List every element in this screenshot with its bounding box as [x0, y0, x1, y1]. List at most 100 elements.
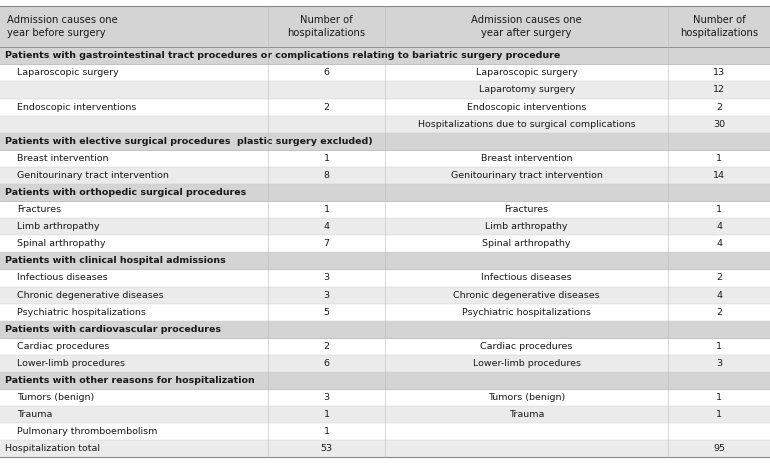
Text: Endoscopic interventions: Endoscopic interventions	[467, 102, 587, 112]
Bar	[0, 167, 770, 184]
Text: Fractures: Fractures	[504, 205, 549, 214]
Text: 5: 5	[323, 307, 330, 317]
Bar	[0, 184, 770, 201]
Text: 4: 4	[716, 222, 722, 231]
Bar	[0, 81, 770, 99]
Text: Laparotomy surgery: Laparotomy surgery	[478, 86, 574, 94]
Text: 6: 6	[323, 359, 330, 368]
Text: 2: 2	[716, 307, 722, 317]
Bar	[0, 99, 770, 116]
Text: 1: 1	[323, 154, 330, 163]
Text: Patients with gastrointestinal tract procedures or complications relating to bar: Patients with gastrointestinal tract pro…	[5, 51, 561, 60]
Text: Cardiac procedures: Cardiac procedures	[17, 342, 109, 351]
Text: Endoscopic interventions: Endoscopic interventions	[17, 102, 136, 112]
Text: Infectious diseases: Infectious diseases	[481, 274, 572, 282]
Text: Patients with clinical hospital admissions: Patients with clinical hospital admissio…	[5, 257, 226, 265]
Text: 3: 3	[323, 393, 330, 402]
Text: 1: 1	[716, 154, 722, 163]
Bar	[0, 304, 770, 321]
Text: Hospitalization total: Hospitalization total	[5, 444, 100, 453]
Text: 2: 2	[323, 342, 330, 351]
Text: 2: 2	[323, 102, 330, 112]
Text: Number of
hospitalizations: Number of hospitalizations	[680, 15, 758, 38]
Text: Psychiatric hospitalizations: Psychiatric hospitalizations	[17, 307, 146, 317]
Text: Lower-limb procedures: Lower-limb procedures	[17, 359, 125, 368]
Text: 1: 1	[323, 410, 330, 419]
Text: Spinal arthropathy: Spinal arthropathy	[483, 239, 571, 248]
Text: Lower-limb procedures: Lower-limb procedures	[473, 359, 581, 368]
Text: Chronic degenerative diseases: Chronic degenerative diseases	[454, 291, 600, 300]
Text: Admission causes one
year after surgery: Admission causes one year after surgery	[471, 15, 582, 38]
Bar	[0, 47, 770, 64]
Text: 3: 3	[716, 359, 722, 368]
Text: Psychiatric hospitalizations: Psychiatric hospitalizations	[462, 307, 591, 317]
Text: 1: 1	[323, 427, 330, 436]
Text: Tumors (benign): Tumors (benign)	[17, 393, 94, 402]
Text: 3: 3	[323, 291, 330, 300]
Text: Spinal arthropathy: Spinal arthropathy	[17, 239, 105, 248]
Bar	[0, 440, 770, 457]
Text: 1: 1	[716, 342, 722, 351]
Text: 3: 3	[323, 274, 330, 282]
Text: 7: 7	[323, 239, 330, 248]
Bar	[0, 355, 770, 372]
Text: Tumors (benign): Tumors (benign)	[488, 393, 565, 402]
Text: 12: 12	[713, 86, 725, 94]
Bar	[0, 133, 770, 150]
Text: Trauma: Trauma	[509, 410, 544, 419]
Text: 2: 2	[716, 274, 722, 282]
Bar	[0, 64, 770, 81]
Text: Patients with elective surgical procedures  plastic surgery excluded): Patients with elective surgical procedur…	[5, 137, 373, 146]
Text: Cardiac procedures: Cardiac procedures	[480, 342, 573, 351]
Bar	[0, 372, 770, 389]
Text: Breast intervention: Breast intervention	[481, 154, 572, 163]
Bar	[0, 252, 770, 269]
Text: 1: 1	[716, 393, 722, 402]
Text: 14: 14	[713, 171, 725, 180]
Text: 2: 2	[716, 102, 722, 112]
Text: Limb arthropathy: Limb arthropathy	[17, 222, 99, 231]
Bar	[0, 150, 770, 167]
Bar	[0, 406, 770, 423]
Text: 6: 6	[323, 69, 330, 77]
Text: 30: 30	[713, 119, 725, 129]
Text: 1: 1	[716, 410, 722, 419]
Text: Hospitalizations due to surgical complications: Hospitalizations due to surgical complic…	[418, 119, 635, 129]
Text: Limb arthropathy: Limb arthropathy	[485, 222, 568, 231]
Text: 8: 8	[323, 171, 330, 180]
Bar	[0, 321, 770, 338]
Text: Fractures: Fractures	[17, 205, 61, 214]
Text: Trauma: Trauma	[17, 410, 52, 419]
Text: Admission causes one
year before surgery: Admission causes one year before surgery	[7, 15, 118, 38]
Text: 95: 95	[713, 444, 725, 453]
Bar	[0, 269, 770, 287]
Text: 4: 4	[716, 239, 722, 248]
Bar	[0, 201, 770, 218]
Text: Laparoscopic surgery: Laparoscopic surgery	[476, 69, 578, 77]
Bar	[0, 423, 770, 440]
Text: Breast intervention: Breast intervention	[17, 154, 109, 163]
Text: Chronic degenerative diseases: Chronic degenerative diseases	[17, 291, 163, 300]
Bar	[0, 389, 770, 406]
Text: Patients with cardiovascular procedures: Patients with cardiovascular procedures	[5, 325, 222, 334]
Bar	[0, 218, 770, 235]
Bar	[0, 6, 770, 47]
Text: Infectious diseases: Infectious diseases	[17, 274, 108, 282]
Text: 4: 4	[323, 222, 330, 231]
Text: 4: 4	[716, 291, 722, 300]
Bar	[0, 338, 770, 355]
Bar	[0, 287, 770, 304]
Text: Number of
hospitalizations: Number of hospitalizations	[287, 15, 366, 38]
Text: 53: 53	[320, 444, 333, 453]
Text: 1: 1	[716, 205, 722, 214]
Text: Laparoscopic surgery: Laparoscopic surgery	[17, 69, 119, 77]
Text: Patients with orthopedic surgical procedures: Patients with orthopedic surgical proced…	[5, 188, 246, 197]
Text: Pulmonary thromboembolism: Pulmonary thromboembolism	[17, 427, 157, 436]
Text: Genitourinary tract intervention: Genitourinary tract intervention	[450, 171, 603, 180]
Text: Patients with other reasons for hospitalization: Patients with other reasons for hospital…	[5, 376, 255, 385]
Text: 13: 13	[713, 69, 725, 77]
Bar	[0, 116, 770, 133]
Bar	[0, 235, 770, 252]
Text: 1: 1	[323, 205, 330, 214]
Text: Genitourinary tract intervention: Genitourinary tract intervention	[17, 171, 169, 180]
